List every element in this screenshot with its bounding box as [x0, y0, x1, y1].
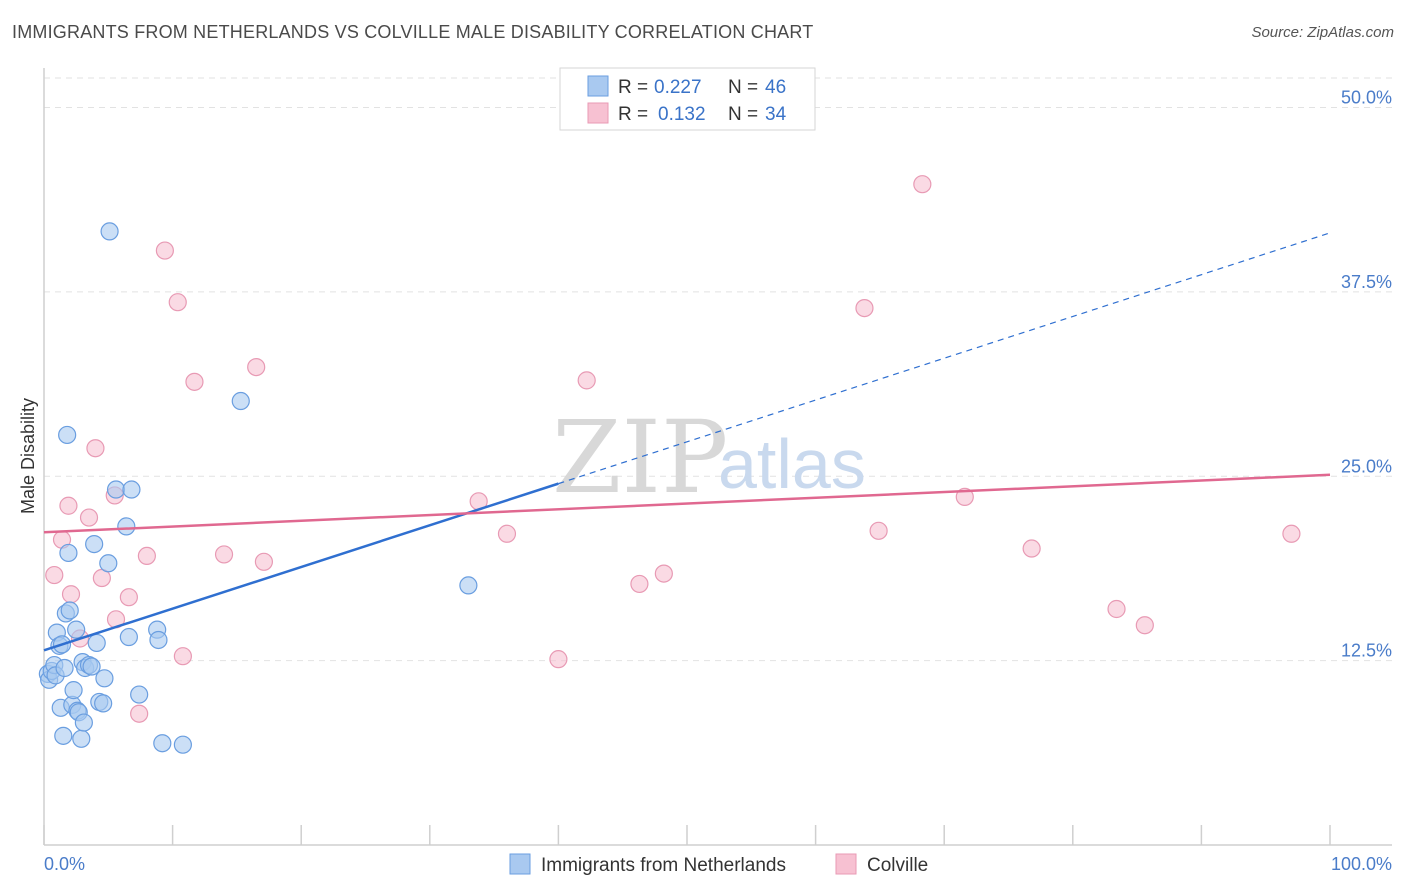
colville-point-15	[173, 647, 192, 666]
y-tick-label-1: 25.0%	[1341, 456, 1392, 476]
watermark-zip: ZIP	[552, 399, 728, 516]
netherlands-point-20	[72, 729, 91, 748]
bottom-legend: Immigrants from Netherlands Colville	[509, 853, 928, 876]
netherlands-point-33	[106, 480, 126, 499]
chart-source: Source: ZipAtlas.com	[1251, 24, 1394, 41]
colville-point-17	[214, 545, 234, 564]
netherlands-point-17	[67, 620, 86, 639]
netherlands-point-39	[149, 630, 168, 650]
netherlands-point-27	[87, 633, 106, 653]
colville-point-3	[61, 585, 81, 604]
netherlands-point-26	[85, 534, 104, 554]
colville-point-27	[869, 521, 888, 540]
y-tick-label-3: 50.0%	[1341, 88, 1392, 108]
netherlands-point-40	[153, 734, 172, 753]
colville-point-23	[577, 371, 596, 390]
netherlands-point-35	[119, 627, 138, 647]
colville-point-29	[955, 487, 974, 506]
legend-r-value-netherlands: 0.227	[654, 77, 702, 98]
netherlands-point-25	[82, 657, 101, 676]
colville-point-26	[855, 299, 874, 318]
colville-point-22	[549, 650, 568, 669]
colville-point-33	[1282, 524, 1301, 543]
colville-point-5	[79, 508, 99, 527]
colville-point-16	[185, 372, 204, 391]
netherlands-point-37	[130, 685, 149, 704]
netherlands-point-14	[60, 601, 79, 620]
colville-point-13	[155, 241, 174, 260]
legend-swatch-colville	[587, 102, 609, 124]
y-tick-labels: 12.5% 25.0% 37.5% 50.0%	[1341, 88, 1392, 661]
colville-point-25	[654, 564, 673, 583]
bottom-legend-swatch-netherlands	[509, 853, 531, 875]
netherlands-point-29	[94, 694, 113, 713]
colville-point-6	[86, 439, 105, 458]
colville-point-19	[254, 552, 274, 571]
colville-point-24	[630, 574, 649, 594]
colville-point-0	[45, 565, 64, 585]
netherlands-point-32	[100, 222, 119, 241]
y-axis-label: Male Disability	[18, 398, 38, 514]
legend-n-label-colville: N =	[728, 104, 758, 125]
chart-title: IMMIGRANTS FROM NETHERLANDS VS COLVILLE …	[12, 22, 814, 42]
grid-layer	[44, 77, 1392, 662]
colville-point-32	[1135, 616, 1154, 635]
netherlands-point-42	[231, 391, 250, 411]
colville-point-2	[59, 496, 78, 515]
trend-line-netherlands	[43, 482, 559, 652]
watermark-atlas: atlas	[718, 425, 866, 503]
netherlands-point-22	[74, 713, 93, 732]
colville-point-21	[497, 524, 517, 543]
top-legend: R = 0.227 N = 46 R = 0.132 N = 34	[559, 67, 816, 131]
trend-line-netherlands-extension	[558, 232, 1331, 485]
colville-point-12	[137, 546, 156, 566]
netherlands-point-13	[59, 543, 78, 563]
trend-lines	[43, 232, 1331, 652]
x-tick-label-min: 0.0%	[44, 854, 85, 874]
legend-r-label-netherlands: R =	[618, 77, 648, 98]
bottom-legend-swatch-colville	[835, 853, 857, 875]
netherlands-point-31	[99, 554, 118, 573]
series-netherlands-points	[38, 222, 478, 754]
netherlands-point-30	[95, 669, 114, 688]
netherlands-point-43	[459, 576, 478, 595]
netherlands-point-16	[64, 681, 83, 700]
y-tick-label-0: 12.5%	[1341, 641, 1392, 661]
legend-swatch-netherlands	[587, 75, 609, 97]
netherlands-point-34	[117, 517, 136, 536]
trend-line-colville	[43, 473, 1331, 534]
colville-point-11	[130, 704, 149, 723]
y-tick-label-2: 37.5%	[1341, 272, 1392, 292]
colville-point-28	[913, 175, 932, 194]
legend-r-label-colville: R =	[618, 104, 648, 125]
colville-point-30	[1022, 539, 1041, 558]
x-tick-marks	[43, 825, 1331, 845]
legend-n-value-netherlands: 46	[765, 77, 786, 98]
legend-n-value-colville: 34	[765, 104, 787, 125]
bottom-legend-label-colville: Colville	[867, 855, 928, 876]
legend-n-label-netherlands: N =	[728, 77, 758, 98]
netherlands-point-12	[58, 425, 77, 445]
legend-r-value-colville: 0.132	[658, 104, 706, 125]
colville-point-14	[168, 293, 187, 312]
series-colville-points	[45, 175, 1301, 723]
colville-point-10	[119, 588, 138, 607]
colville-point-18	[247, 358, 266, 377]
x-tick-label-max: 100.0%	[1331, 854, 1392, 874]
netherlands-point-36	[122, 480, 141, 499]
bottom-legend-label-netherlands: Immigrants from Netherlands	[541, 855, 786, 876]
netherlands-point-10	[55, 658, 74, 678]
netherlands-point-41	[173, 735, 192, 754]
colville-point-31	[1107, 599, 1126, 619]
netherlands-point-9	[54, 726, 73, 745]
